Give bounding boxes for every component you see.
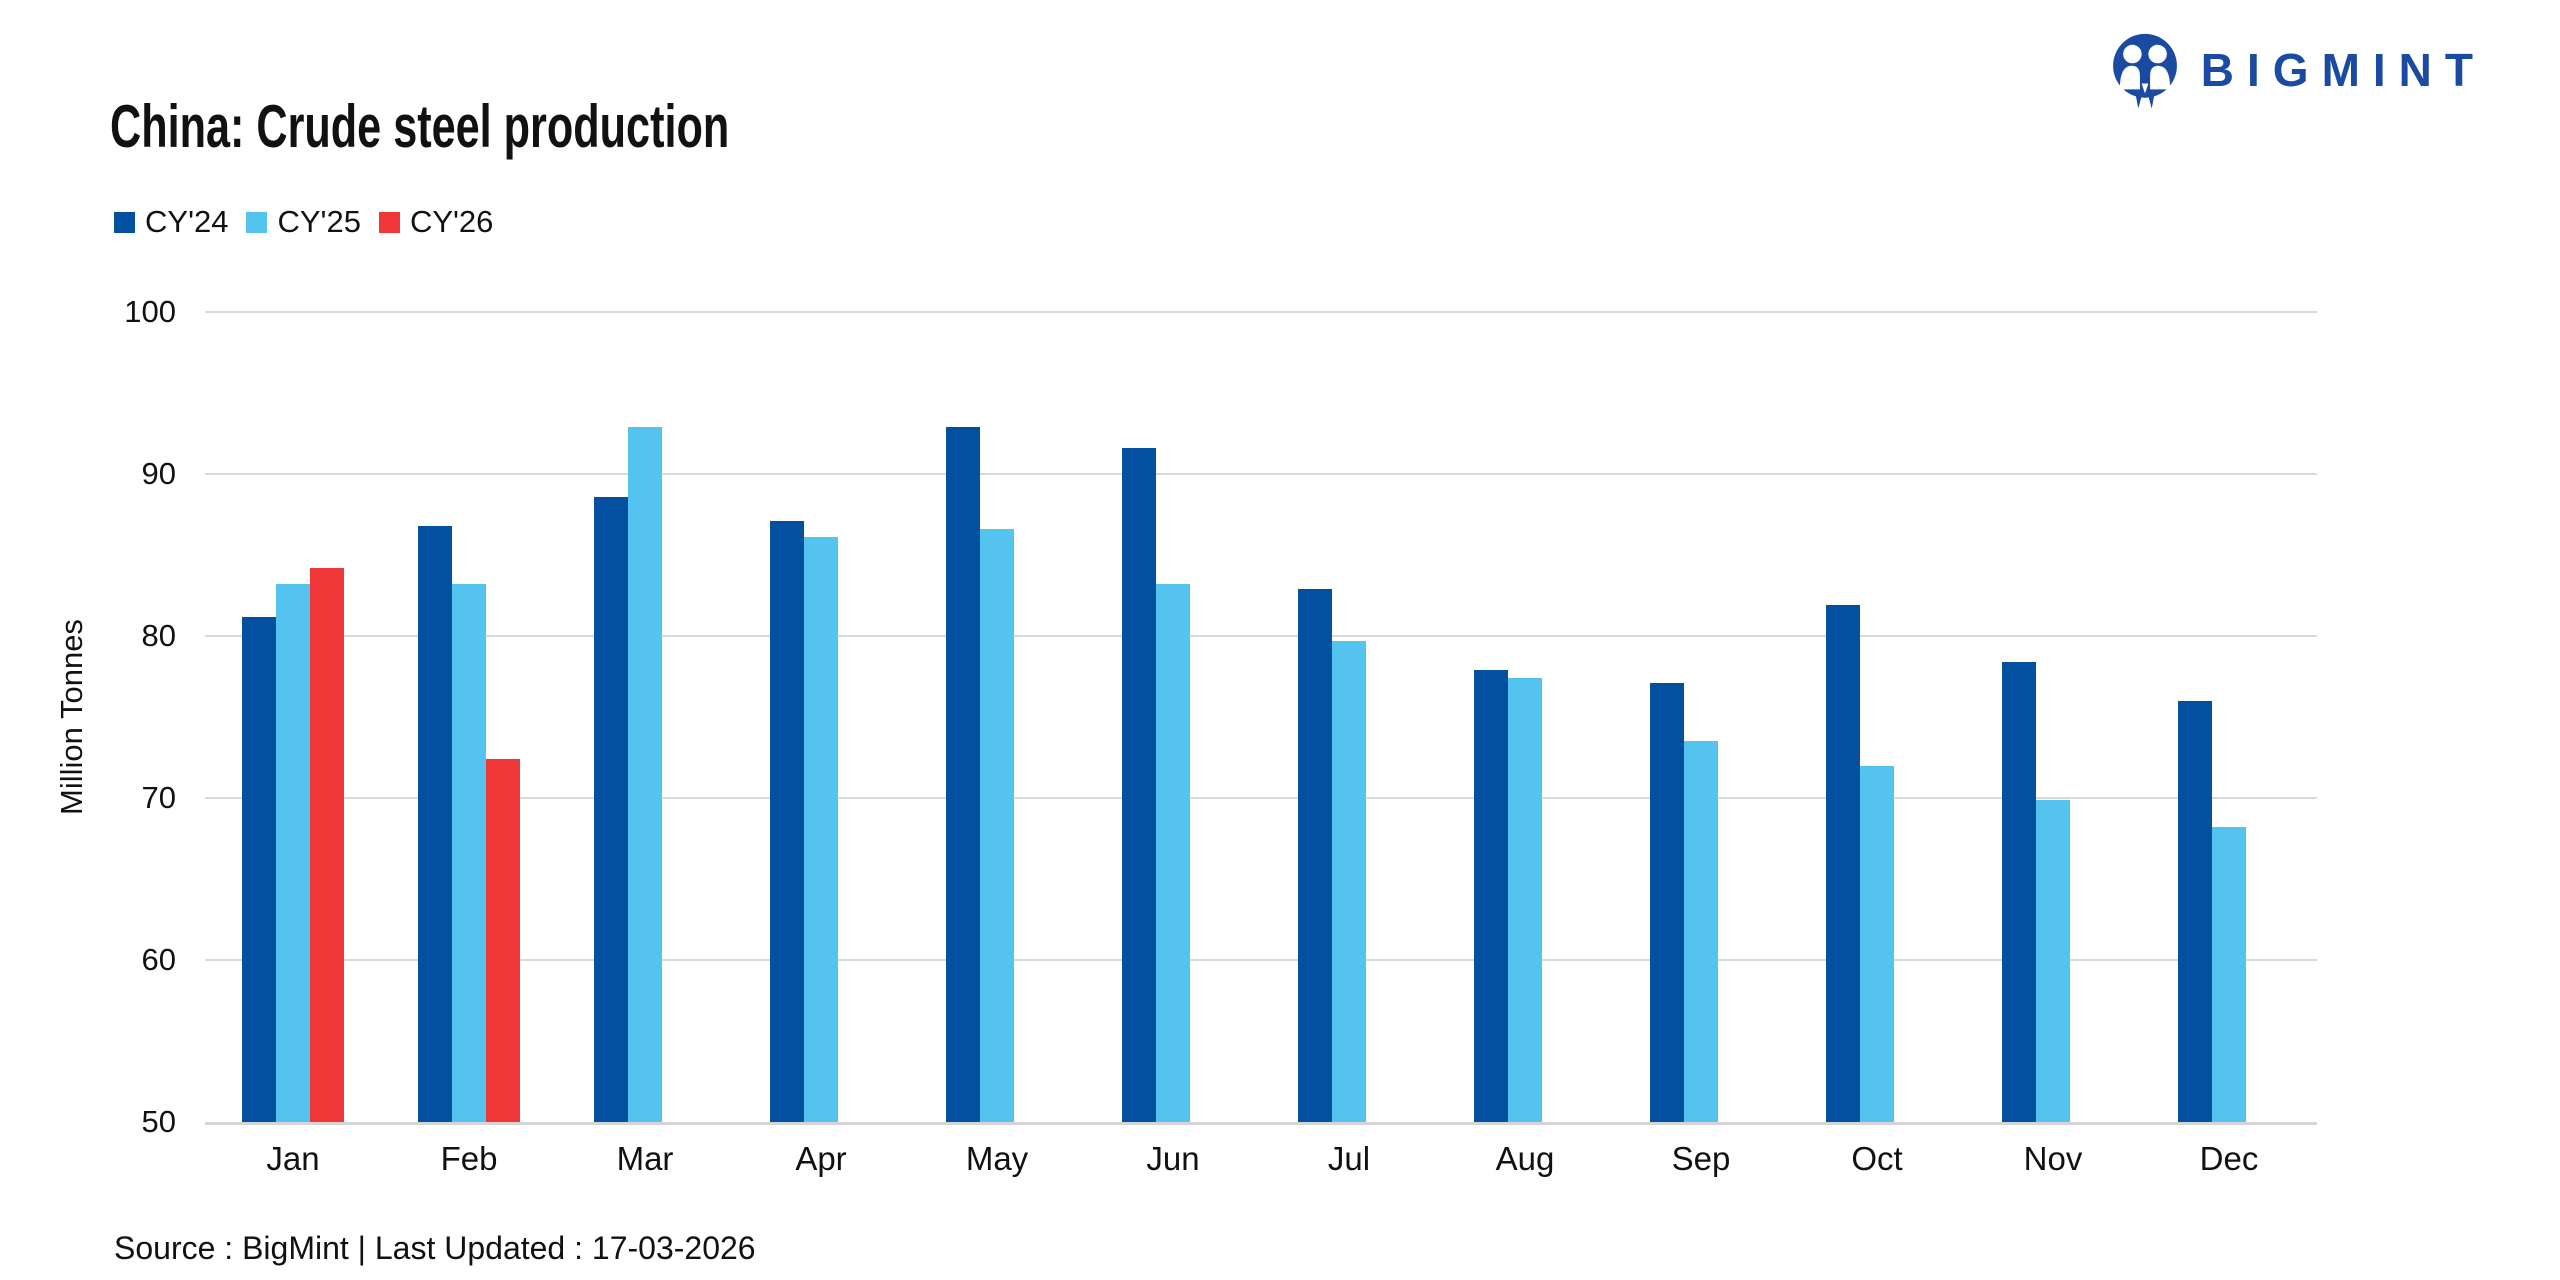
bar-cy26-jan [310,567,344,1122]
bar-cy25-may [980,529,1014,1122]
legend-item-cy24: CY'24 [114,204,228,240]
bar-group-apr [770,312,872,1122]
legend-swatch-cy26 [378,211,400,233]
x-axis-label-mar: Mar [616,1140,674,1177]
gridline-70 [205,797,2317,799]
y-axis-title: Million Tonnes [54,619,89,815]
bar-cy25-oct [1860,765,1894,1122]
plot-area [205,311,2317,1125]
bar-cy24-sep [1650,682,1684,1122]
bar-cy25-apr [804,537,838,1122]
bar-cy25-feb [452,584,486,1122]
y-tick-label-90: 90 [141,456,176,491]
y-tick-label-60: 60 [141,942,176,977]
x-axis-label-oct: Oct [1851,1140,1903,1177]
x-axis-label-jan: Jan [266,1140,320,1177]
bar-group-mar [594,312,696,1122]
bar-cy25-jun [1156,584,1190,1122]
gridline-100 [205,311,2317,313]
bar-cy24-nov [2002,661,2036,1122]
bar-cy25-jul [1332,640,1366,1122]
legend-swatch-cy25 [246,211,268,233]
legend-label-cy26: CY'26 [409,204,494,239]
bar-cy25-dec [2212,827,2246,1122]
legend-item-cy26: CY'26 [378,204,494,240]
brand-wordmark: BIGMINT [2200,44,2486,96]
y-tick-label-50: 50 [141,1104,176,1139]
bar-cy24-may [946,427,980,1122]
bar-group-feb [418,312,520,1122]
x-axis-label-dec: Dec [2199,1140,2259,1177]
chart-legend: CY'24 CY'25 CY'26 [114,204,493,240]
y-tick-label-100: 100 [124,294,176,329]
bar-cy25-nov [2036,799,2070,1122]
y-tick-label-70: 70 [141,780,176,815]
x-axis-label-nov: Nov [2023,1140,2083,1177]
x-axis-label-feb: Feb [440,1140,498,1177]
bar-cy25-aug [1508,678,1542,1122]
bar-cy24-dec [2178,700,2212,1122]
x-axis-label-apr: Apr [795,1140,847,1177]
bar-cy24-oct [1826,605,1860,1122]
bar-group-jun [1122,312,1224,1122]
x-axis-label-jul: Jul [1327,1140,1371,1177]
bar-cy24-jun [1122,448,1156,1122]
bar-group-jul [1298,312,1400,1122]
bar-cy25-mar [628,427,662,1122]
bar-cy25-sep [1684,741,1718,1122]
gridline-60 [205,959,2317,961]
y-tick-label-80: 80 [141,618,176,653]
bigmint-logo-icon [2112,33,2177,109]
bar-cy24-apr [770,520,804,1122]
bar-cy24-mar [594,496,628,1122]
gridline-90 [205,473,2317,475]
bar-group-sep [1650,312,1752,1122]
bar-cy26-feb [486,759,520,1122]
bar-group-dec [2178,312,2280,1122]
bar-cy25-jan [276,584,310,1122]
legend-swatch-cy24 [114,211,135,233]
brand-logo: BIGMINT [2103,28,2486,112]
bar-cy24-aug [1474,670,1508,1122]
bar-group-nov [2002,312,2104,1122]
bar-group-aug [1474,312,1576,1122]
legend-item-cy25: CY'25 [246,204,361,240]
bar-cy24-feb [418,525,452,1122]
x-axis-label-may: May [965,1140,1029,1177]
legend-label-cy25: CY'25 [277,204,361,239]
legend-label-cy24: CY'24 [145,204,229,239]
footer-source: Source : BigMint | Last Updated : 17-03-… [114,1230,756,1266]
bar-group-jan [242,312,344,1122]
bar-cy24-jan [242,616,276,1122]
x-axis-label-sep: Sep [1671,1140,1731,1177]
page-title: China: Crude steel production [110,93,730,160]
x-axis-label-jun: Jun [1146,1140,1200,1177]
bar-cy24-jul [1298,589,1332,1122]
bar-group-may [946,312,1048,1122]
bar-group-oct [1826,312,1928,1122]
gridline-80 [205,635,2317,637]
x-axis-label-aug: Aug [1495,1140,1555,1177]
